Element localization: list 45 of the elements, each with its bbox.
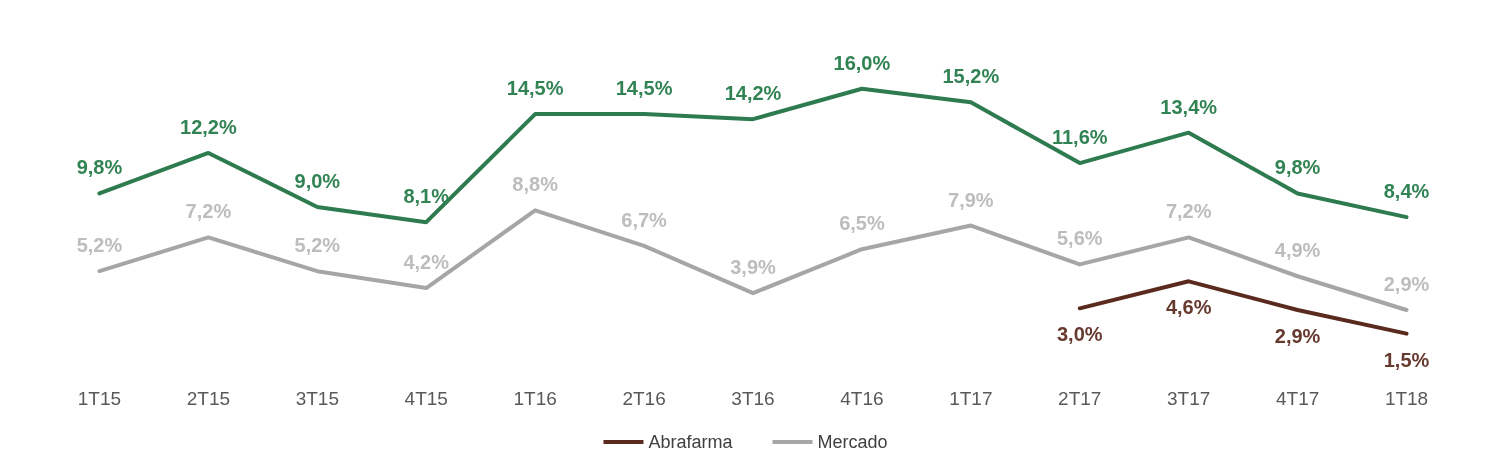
x-tick-label: 3T15 <box>295 388 339 409</box>
data-label: 15,2% <box>942 65 1000 88</box>
data-label: 8,8% <box>512 173 559 196</box>
data-label: 4,2% <box>403 251 450 274</box>
data-label: 7,2% <box>1165 200 1212 223</box>
data-label: 9,8% <box>1274 156 1321 179</box>
x-tick-label: 3T17 <box>1167 388 1211 409</box>
x-tick-label: 1T18 <box>1384 388 1429 409</box>
data-label: 16,0% <box>833 51 891 74</box>
data-label: 14,5% <box>506 77 564 100</box>
data-label: 14,2% <box>724 82 782 105</box>
x-tick-label: 4T17 <box>1275 388 1320 409</box>
data-label: 4,6% <box>1165 296 1212 319</box>
data-label: 12,2% <box>180 115 237 138</box>
data-label: 1,5% <box>1383 348 1430 371</box>
x-tick-label: 1T17 <box>949 388 993 409</box>
x-tick-label: 4T16 <box>840 388 884 409</box>
data-label: 2,9% <box>1383 273 1430 296</box>
x-tick-label: 2T16 <box>622 388 666 409</box>
data-label: 5,2% <box>76 234 123 257</box>
legend-label: Abrafarma <box>648 432 734 452</box>
legend-label: Mercado <box>817 432 888 452</box>
x-tick-label: 4T15 <box>404 388 448 409</box>
data-label: 13,4% <box>1160 95 1218 118</box>
data-label: 7,2% <box>185 200 232 223</box>
data-label: 4,9% <box>1274 239 1321 262</box>
data-label: 5,2% <box>294 234 341 257</box>
x-tick-label: 3T16 <box>731 388 775 409</box>
x-tick-label: 1T15 <box>77 388 122 409</box>
data-label: 9,8% <box>76 156 123 179</box>
data-label: 8,4% <box>1383 180 1430 203</box>
data-label: 7,9% <box>948 188 994 211</box>
data-label: 5,6% <box>1056 227 1103 250</box>
data-label: 6,7% <box>621 208 668 231</box>
data-label: 11,6% <box>1051 126 1108 149</box>
data-label: 9,0% <box>294 170 341 192</box>
data-label: 3,9% <box>730 256 777 279</box>
x-tick-label: 1T16 <box>513 388 557 409</box>
data-label: 6,5% <box>839 212 885 235</box>
data-label: 8,1% <box>403 185 450 208</box>
data-label: 14,5% <box>615 77 673 100</box>
x-tick-label: 2T15 <box>186 388 231 409</box>
data-label: 3,0% <box>1056 323 1103 346</box>
x-tick-label: 2T17 <box>1058 388 1102 409</box>
data-label: 2,9% <box>1274 325 1321 348</box>
